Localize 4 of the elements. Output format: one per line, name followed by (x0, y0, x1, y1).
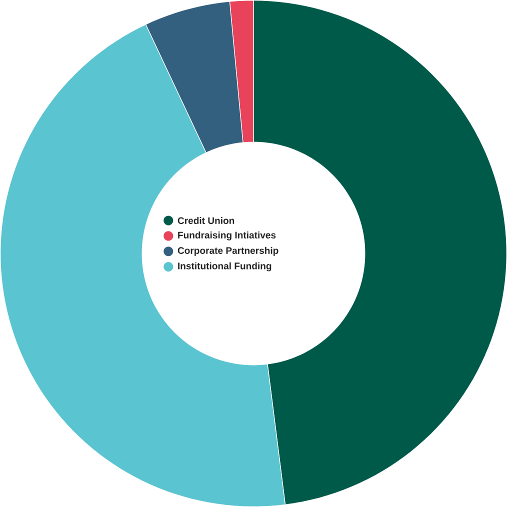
legend-label: Corporate Partnership (178, 246, 278, 256)
legend-label: Credit Union (178, 217, 234, 224)
legend-label: Fundraising Intiatives (178, 231, 276, 240)
legend-label: Institutional Funding (178, 262, 272, 272)
